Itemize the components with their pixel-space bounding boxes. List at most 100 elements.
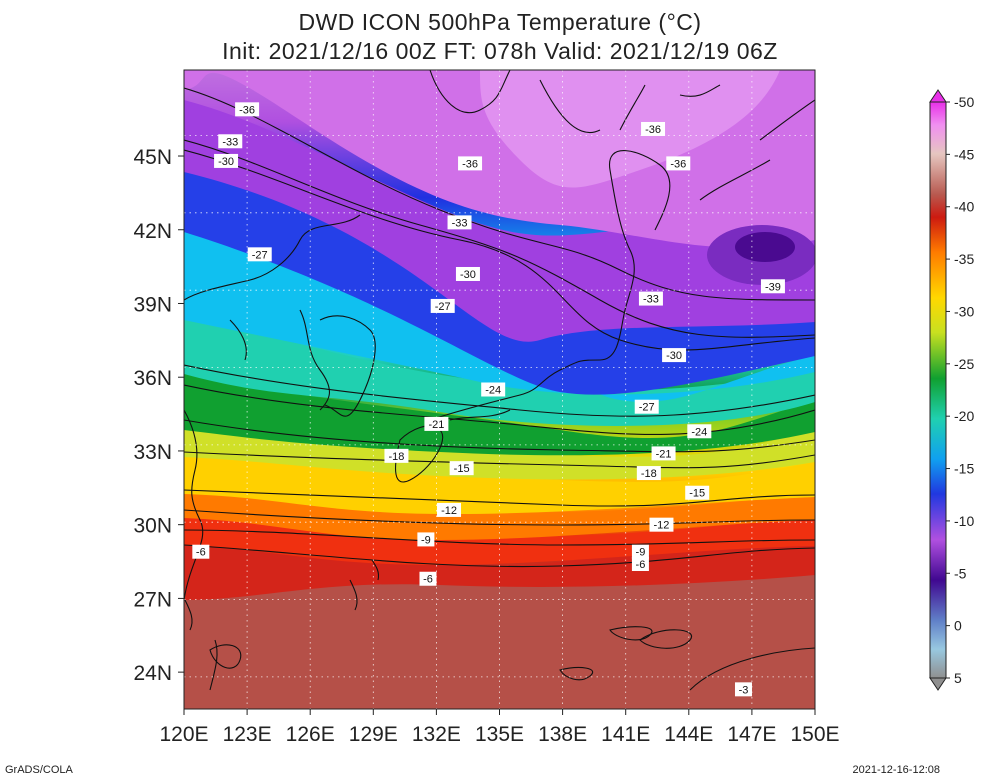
map-plot-area: -36 -33 -30 -36 -36 -36 -33 -27 -30 -27 -39 -33 -30 -…: [184, 70, 815, 709]
x-tick-label: 129E: [349, 723, 398, 746]
contour-label: -27: [639, 402, 655, 414]
colorbar: 5 0 -5 -10 -15 -20 -25 -30 -35 -40 -45 -50: [929, 89, 974, 691]
y-tick-label: 42N: [133, 220, 172, 243]
contour-label: -6: [196, 547, 206, 559]
contour-label: -24: [485, 385, 501, 397]
contour-label-box: [641, 121, 666, 136]
contour-label: -21: [656, 448, 672, 460]
contour-label: -30: [666, 350, 682, 362]
contour-labels: -36 -33 -30 -36 -36 -36 -33 -27 -30 -27 -39 -33 -30 -…: [192, 102, 785, 697]
y-tick-label: 36N: [133, 367, 172, 390]
isotherm-lines: [184, 87, 815, 691]
contour-label: -36: [670, 158, 686, 170]
contour-label-box: [419, 571, 437, 586]
x-tick-label: 138E: [538, 723, 587, 746]
colorbar-label: -5: [954, 565, 967, 581]
y-axis: 45N 42N 39N 36N 33N 30N 27N 24N: [133, 146, 184, 685]
band-pink-north: [480, 70, 780, 188]
contour-label-box: [384, 448, 409, 463]
contour-label: -18: [388, 451, 404, 463]
x-tick-label: 135E: [475, 723, 524, 746]
contour-label-box: [247, 247, 272, 262]
contour-label: -36: [239, 104, 255, 116]
band-green: [184, 372, 815, 456]
contour-label-box: [638, 291, 663, 306]
contour-label: -27: [435, 301, 451, 313]
contour-label-box: [685, 485, 710, 500]
colorbar-label: -35: [954, 251, 974, 267]
contour-label-box: [235, 102, 260, 117]
contour-label: -6: [636, 559, 646, 571]
contour-label: -36: [645, 124, 661, 136]
x-tick-label: 141E: [601, 723, 650, 746]
x-tick-label: 126E: [286, 723, 335, 746]
contour-label: -33: [222, 136, 238, 148]
colorbar-label: -25: [954, 356, 974, 372]
contour-label: -36: [462, 158, 478, 170]
colorbar-label: -15: [954, 461, 974, 477]
colorbar-label: -10: [954, 513, 974, 529]
y-tick-label: 27N: [133, 588, 172, 611]
colorbar-label: -40: [954, 199, 974, 215]
contour-label-box: [417, 532, 435, 547]
contour-label: -33: [643, 294, 659, 306]
contour-label: -27: [252, 249, 268, 261]
contour-label-box: [437, 502, 462, 517]
contour-label-box: [192, 544, 210, 559]
band-red: [184, 540, 815, 600]
map-title: DWD ICON 500hPa Temperature (°C): [298, 9, 702, 35]
contour-label-box: [218, 134, 243, 149]
y-tick-label: 30N: [133, 515, 172, 538]
contour-label-box: [662, 348, 687, 363]
contour-label-box: [430, 298, 455, 313]
contour-label-box: [447, 215, 472, 230]
contour-label-box: [687, 424, 712, 439]
contour-label: -24: [691, 426, 707, 438]
colorbar-label: -50: [954, 94, 974, 110]
contour-label-box: [631, 544, 649, 559]
contour-label-box: [734, 682, 752, 697]
contour-label-box: [449, 461, 474, 476]
map-subtitle: Init: 2021/12/16 00Z FT: 078h Valid: 202…: [222, 38, 778, 64]
band-violet: [184, 100, 815, 342]
contour-label-box: [458, 156, 483, 171]
x-tick-label: 150E: [790, 723, 839, 746]
x-tick-label: 132E: [412, 723, 461, 746]
footer-timestamp: 2021-12-16-12:08: [852, 764, 940, 776]
contour-label-box: [214, 153, 239, 168]
contour-label-box: [760, 279, 785, 294]
contour-label: -33: [452, 217, 468, 229]
colorbar-label: -20: [954, 408, 974, 424]
colorbar-label: 5: [954, 670, 962, 686]
contour-label: -15: [689, 488, 705, 500]
contour-label: -18: [641, 468, 657, 480]
y-tick-label: 33N: [133, 441, 172, 464]
contour-label-box: [649, 517, 674, 532]
x-tick-label: 144E: [664, 723, 713, 746]
colorbar-label: -30: [954, 303, 974, 319]
contour-label-box: [455, 266, 480, 281]
contour-label-box: [631, 556, 649, 571]
contour-label: -9: [636, 547, 646, 559]
contour-label: -39: [765, 281, 781, 293]
contour-label-box: [651, 446, 676, 461]
contour-label-box: [634, 399, 659, 414]
contour-label: -15: [454, 463, 470, 475]
contour-label: -3: [739, 684, 749, 696]
x-tick-label: 120E: [159, 723, 208, 746]
contour-label: -12: [441, 505, 457, 517]
contour-label-box: [424, 416, 449, 431]
x-tick-label: 147E: [727, 723, 776, 746]
contour-label-box: [481, 382, 506, 397]
y-tick-label: 45N: [133, 146, 172, 169]
x-axis: 120E 123E 126E 129E 132E 135E 138E 141E 144E 147E…: [159, 709, 840, 746]
contour-label: -30: [218, 156, 234, 168]
contour-label: -12: [654, 520, 670, 532]
contour-label: -9: [421, 534, 431, 546]
contour-label: -6: [423, 574, 433, 586]
colorbar-label: -45: [954, 146, 974, 162]
colorbar-bottom-arrow: [929, 677, 947, 691]
band-yellow: [184, 455, 815, 515]
contour-label-box: [636, 466, 661, 481]
